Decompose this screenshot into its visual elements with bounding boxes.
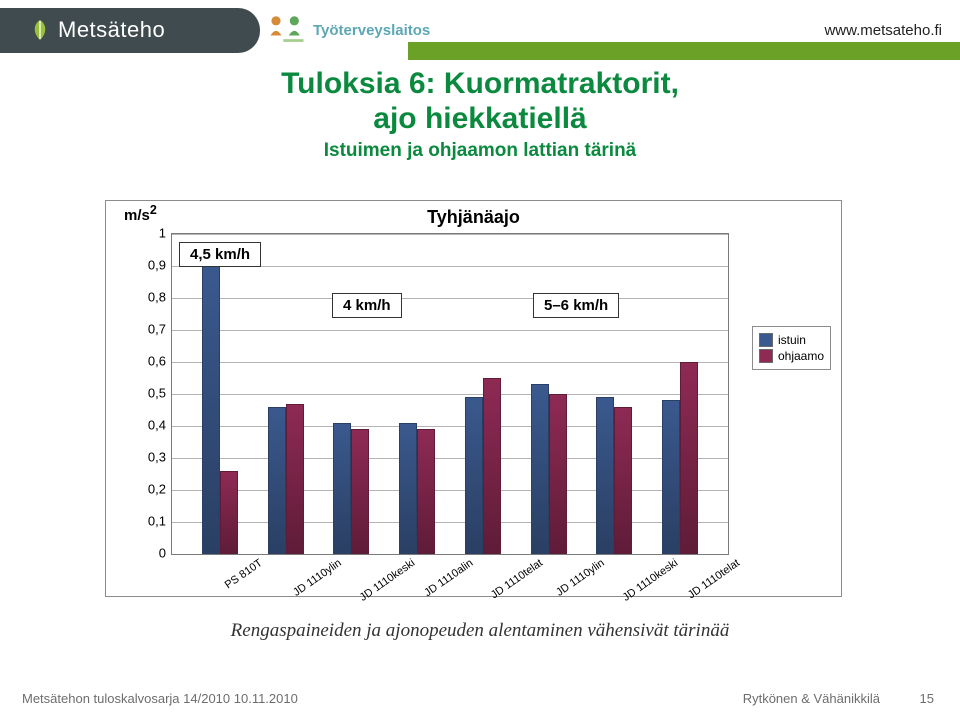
y-tick-label: 0,1 (126, 514, 166, 529)
bar-istuin (465, 397, 483, 554)
grid-line (172, 234, 728, 235)
title-line-1: Tuloksia 6: Kuormatraktorit, (0, 67, 960, 102)
y-tick-label: 0,8 (126, 290, 166, 305)
bar-ohjaamo (483, 378, 501, 554)
header-green-bar (408, 42, 960, 60)
grid-line (172, 330, 728, 331)
legend-swatch-istuin (759, 333, 773, 347)
chart-annotation: 4,5 km/h (179, 242, 261, 267)
legend-item-istuin: istuin (759, 332, 824, 348)
grid-line (172, 426, 728, 427)
y-tick-label: 0,3 (126, 450, 166, 465)
y-tick-label: 0 (126, 546, 166, 561)
plot-area (171, 233, 729, 555)
page-title: Tuloksia 6: Kuormatraktorit, ajo hiekkat… (0, 67, 960, 136)
bar-istuin (399, 423, 417, 554)
ttl-icon (265, 8, 309, 52)
bar-istuin (202, 266, 220, 554)
x-tick-label: JD 1110telat (489, 557, 559, 621)
legend-label: ohjaamo (778, 349, 824, 363)
bar-istuin (531, 384, 549, 554)
grid-line (172, 458, 728, 459)
y-tick-label: 1 (126, 226, 166, 241)
grid-line (172, 362, 728, 363)
chart-annotation: 4 km/h (332, 293, 402, 318)
x-tick-label: JD 1110keski (358, 557, 431, 623)
bar-istuin (596, 397, 614, 554)
legend-item-ohjaamo: ohjaamo (759, 348, 824, 364)
bar-istuin (662, 400, 680, 554)
chart-title: Tyhjänäajo (106, 207, 841, 228)
y-tick-label: 0,7 (126, 322, 166, 337)
title-line-2: ajo hiekkatiellä (0, 102, 960, 137)
slide: Metsäteho Työterveyslaitos www.metsateho… (0, 0, 960, 716)
x-tick-label: JD 1110ylin (554, 557, 620, 619)
footer-left: Metsätehon tuloskalvosarja 14/2010 10.11… (22, 691, 298, 706)
page-subtitle: Istuimen ja ohjaamon lattian tärinä (0, 140, 960, 162)
grid-line (172, 522, 728, 523)
leaf-icon (28, 18, 52, 42)
bar-ohjaamo (220, 471, 238, 554)
bar-ohjaamo (286, 404, 304, 554)
bar-ohjaamo (549, 394, 567, 554)
bars-layer (172, 234, 728, 554)
chart: m/s2 Tyhjänäajo PS 810TJD 1110ylinJD 111… (105, 200, 842, 597)
logo-secondary: Työterveyslaitos (265, 8, 430, 52)
header: Metsäteho Työterveyslaitos www.metsateho… (0, 0, 960, 65)
bar-ohjaamo (614, 407, 632, 554)
caption: Rengaspaineiden ja ajonopeuden alentamin… (0, 620, 960, 642)
x-axis-labels: PS 810TJD 1110ylinJD 1110keskiJD 1110ali… (171, 555, 727, 593)
grid-line (172, 394, 728, 395)
bar-ohjaamo (680, 362, 698, 554)
x-tick-label: PS 810T (223, 557, 279, 611)
footer-right: Rytkönen & Vähänikkilä (743, 691, 880, 706)
x-tick-label: JD 1110alin (422, 557, 489, 619)
logo-primary: Metsäteho (0, 4, 260, 56)
ttl-text: Työterveyslaitos (313, 22, 430, 39)
header-url: www.metsateho.fi (824, 22, 942, 39)
x-tick-label: JD 1110ylin (291, 557, 357, 619)
legend-swatch-ohjaamo (759, 349, 773, 363)
grid-line (172, 298, 728, 299)
y-tick-label: 0,4 (126, 418, 166, 433)
bar-ohjaamo (351, 429, 369, 554)
chart-annotation: 5–6 km/h (533, 293, 619, 318)
x-tick-label: JD 1110telat (686, 557, 756, 621)
y-tick-label: 0,6 (126, 354, 166, 369)
y-tick-label: 0,2 (126, 482, 166, 497)
bar-istuin (333, 423, 351, 554)
legend-label: istuin (778, 333, 806, 347)
grid-line (172, 490, 728, 491)
legend: istuin ohjaamo (752, 326, 831, 370)
bar-istuin (268, 407, 286, 554)
bar-ohjaamo (417, 429, 435, 554)
logo-box: Metsäteho (0, 8, 260, 53)
logo-text: Metsäteho (58, 17, 165, 43)
x-tick-label: JD 1110keski (621, 557, 694, 623)
footer-page: 15 (920, 691, 934, 706)
y-tick-label: 0,5 (126, 386, 166, 401)
y-tick-label: 0,9 (126, 258, 166, 273)
